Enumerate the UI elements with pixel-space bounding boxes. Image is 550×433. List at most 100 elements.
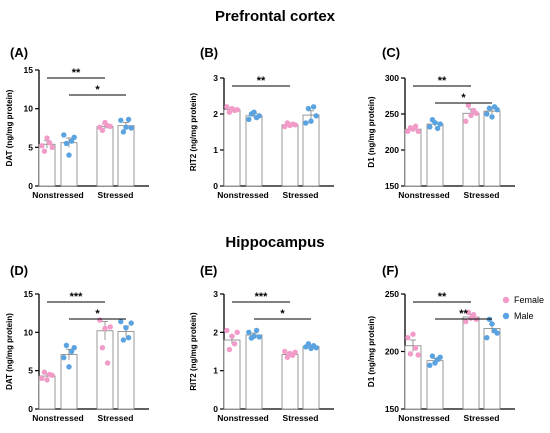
data-point — [253, 327, 260, 334]
data-point — [486, 105, 493, 111]
y-tick-label: 0 — [28, 404, 33, 414]
panel-letter: (D) — [10, 263, 28, 278]
bar — [60, 354, 78, 410]
x-category-label: Nonstressed — [398, 413, 450, 423]
data-point — [305, 341, 312, 347]
bar — [426, 123, 444, 187]
bar — [483, 110, 501, 187]
bar — [462, 316, 480, 410]
data-point — [432, 119, 438, 126]
y-tick-label: 10 — [24, 327, 34, 337]
data-point — [66, 364, 72, 370]
bar — [302, 346, 320, 410]
y-axis-label: DAT (ng/mg protein) — [5, 313, 14, 390]
bar — [462, 112, 480, 187]
data-point — [123, 325, 129, 331]
bar — [96, 126, 114, 187]
data-point — [41, 148, 48, 154]
data-point — [292, 122, 298, 128]
data-point — [463, 118, 469, 124]
data-point — [99, 344, 106, 351]
data-point — [61, 354, 67, 361]
y-tick-label: 150 — [385, 181, 399, 191]
data-point — [256, 334, 262, 340]
x-category-label: Nonstressed — [398, 190, 450, 200]
bar — [245, 115, 263, 187]
data-point — [61, 132, 67, 138]
y-tick-label: 1 — [213, 366, 218, 376]
data-point — [41, 369, 48, 375]
x-category-label: Nonstressed — [32, 413, 84, 423]
bar — [117, 125, 135, 187]
y-axis-label: D1 (ng/mg protein) — [367, 96, 376, 167]
data-point — [415, 352, 421, 358]
data-point — [246, 116, 252, 123]
significance-marker: ** — [72, 67, 81, 79]
data-point — [107, 324, 113, 330]
data-point — [305, 105, 312, 112]
x-category-label: Stressed — [98, 190, 134, 200]
x-category-label: Stressed — [98, 413, 134, 423]
y-tick-label: 250 — [385, 109, 399, 119]
y-tick-label: 5 — [28, 366, 33, 376]
y-tick-label: 10 — [24, 104, 34, 114]
bar — [281, 354, 299, 410]
data-point — [234, 329, 240, 336]
data-point — [282, 348, 288, 355]
data-point — [405, 335, 411, 341]
y-axis-label: RIT2 (ng/mg protein) — [189, 93, 198, 172]
data-point — [224, 327, 230, 334]
section-title-prefrontal: Prefrontal cortex — [215, 8, 336, 25]
y-tick-label: 2 — [213, 327, 218, 337]
x-category-label: Nonstressed — [217, 413, 269, 423]
y-axis-label: DAT (ng/mg protein) — [5, 89, 14, 166]
data-point — [412, 345, 419, 351]
significance-marker: ** — [438, 75, 447, 87]
data-point — [68, 348, 75, 355]
data-point — [437, 121, 443, 127]
data-point — [284, 354, 291, 360]
x-category-label: Stressed — [283, 413, 319, 423]
y-tick-label: 200 — [385, 145, 399, 155]
y-tick-label: 15 — [24, 289, 34, 299]
data-point — [63, 342, 70, 349]
y-tick-label: 3 — [213, 289, 218, 299]
panel-letter: (A) — [10, 45, 28, 60]
data-point — [224, 104, 230, 110]
data-point — [231, 341, 238, 347]
data-point — [39, 375, 45, 382]
data-point — [310, 104, 317, 110]
significance-marker: * — [280, 308, 285, 320]
data-point — [118, 117, 124, 123]
data-point — [407, 351, 414, 357]
bar — [483, 328, 501, 410]
significance-marker: * — [461, 92, 466, 104]
data-point — [470, 312, 477, 318]
legend-marker — [502, 296, 510, 304]
data-point — [49, 372, 55, 378]
data-point — [120, 337, 127, 343]
data-point — [39, 143, 45, 149]
bar — [404, 128, 422, 187]
data-point — [412, 123, 419, 129]
y-tick-label: 200 — [385, 347, 399, 357]
y-tick-label: 0 — [213, 404, 218, 414]
data-point — [434, 125, 441, 132]
data-point — [484, 111, 490, 117]
significance-marker: ** — [459, 308, 468, 320]
data-point — [128, 125, 134, 131]
data-point — [226, 346, 233, 353]
data-point — [484, 335, 490, 341]
data-point — [120, 129, 127, 135]
bar — [223, 109, 241, 187]
data-point — [246, 329, 252, 336]
data-point — [251, 109, 257, 115]
data-point — [44, 377, 50, 383]
significance-marker: *** — [255, 291, 269, 303]
y-axis-label: D1 (ng/mg protein) — [367, 316, 376, 387]
data-point — [473, 110, 479, 116]
bar — [245, 334, 263, 410]
data-point — [102, 325, 108, 332]
bar — [96, 330, 114, 410]
